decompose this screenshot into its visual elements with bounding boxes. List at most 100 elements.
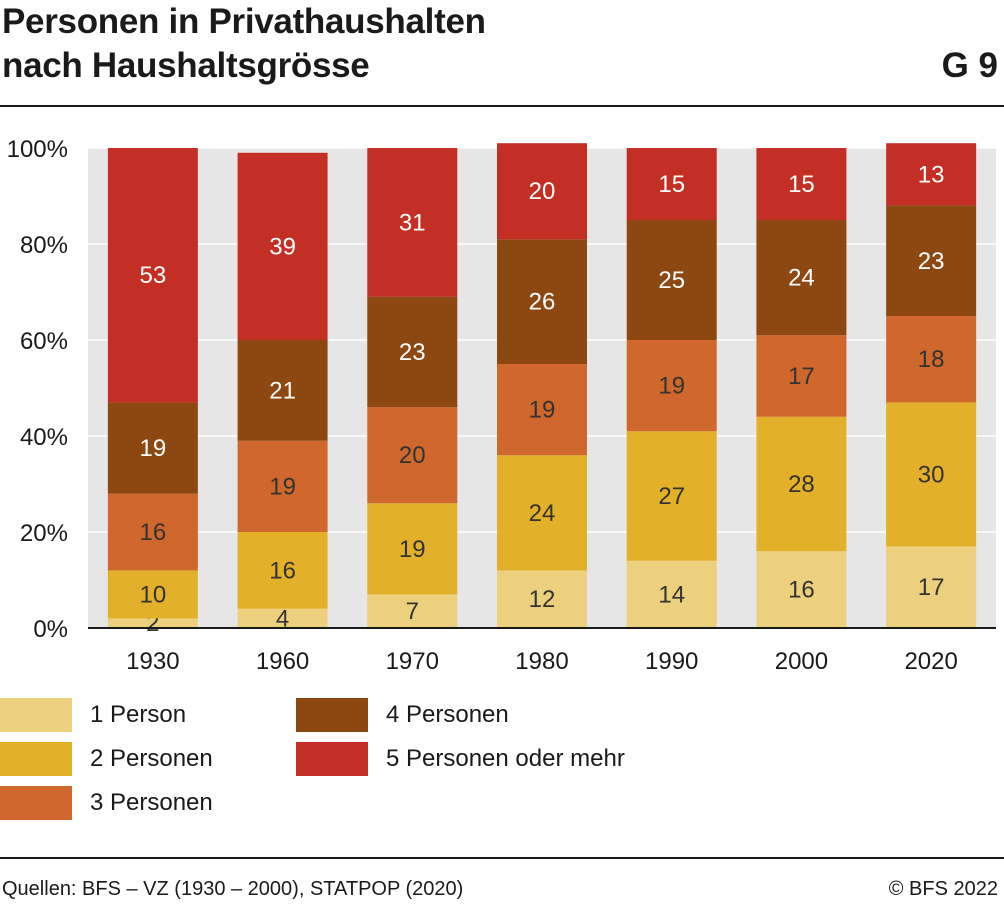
bar-segment bbox=[497, 364, 587, 456]
chart-title: Personen in Privathaushalten nach Hausha… bbox=[2, 0, 486, 88]
bar-segment bbox=[886, 402, 977, 547]
data-label: 14 bbox=[658, 581, 685, 608]
x-tick-label: 1930 bbox=[126, 648, 179, 675]
footer-divider bbox=[0, 857, 1004, 859]
bar-segment bbox=[367, 296, 458, 408]
y-tick-label: 40% bbox=[20, 424, 68, 451]
data-label: 20 bbox=[529, 178, 556, 205]
data-label: 26 bbox=[529, 289, 556, 316]
bar-segment bbox=[367, 503, 458, 595]
bar-segment bbox=[107, 402, 198, 494]
data-label: 10 bbox=[140, 581, 167, 608]
bar-segment bbox=[237, 152, 328, 340]
data-label: 12 bbox=[529, 586, 556, 613]
legend-swatch bbox=[296, 698, 368, 732]
chart-title-line-1: Personen in Privathaushalten bbox=[2, 2, 486, 41]
y-tick-label: 20% bbox=[20, 520, 68, 547]
data-label: 7 bbox=[406, 598, 419, 625]
bar-segment bbox=[626, 340, 717, 432]
legend-label: 4 Personen bbox=[386, 701, 509, 728]
bar-segment bbox=[107, 148, 198, 403]
header-divider bbox=[0, 105, 1004, 107]
data-label: 19 bbox=[658, 373, 685, 400]
legend-swatch bbox=[0, 742, 72, 776]
data-label: 13 bbox=[918, 161, 945, 188]
data-label: 16 bbox=[788, 577, 815, 604]
data-label: 23 bbox=[918, 248, 945, 275]
x-tick-label: 1980 bbox=[515, 648, 568, 675]
data-label: 24 bbox=[529, 500, 556, 527]
legend-label: 3 Personen bbox=[90, 789, 213, 816]
y-tick-label: 60% bbox=[20, 328, 68, 355]
bar-segment bbox=[756, 148, 847, 220]
data-label: 16 bbox=[140, 519, 167, 546]
data-label: 19 bbox=[269, 473, 296, 500]
y-tick-label: 100% bbox=[7, 136, 68, 163]
y-tick-label: 0% bbox=[33, 616, 68, 643]
data-label: 30 bbox=[918, 461, 945, 488]
bar-segment bbox=[497, 570, 587, 628]
bar-segment bbox=[756, 220, 847, 336]
bar-segment bbox=[497, 455, 587, 571]
copyright: © BFS 2022 bbox=[888, 878, 998, 900]
data-label: 17 bbox=[788, 363, 815, 390]
bar-segment bbox=[886, 316, 977, 403]
data-label: 31 bbox=[399, 209, 426, 236]
data-label: 15 bbox=[788, 171, 815, 198]
bar-segment bbox=[237, 340, 328, 441]
data-label: 18 bbox=[918, 346, 945, 373]
bar-segment bbox=[756, 551, 847, 628]
x-tick-label: 1990 bbox=[645, 648, 698, 675]
bar-segment bbox=[107, 570, 198, 619]
data-label: 23 bbox=[399, 339, 426, 366]
data-label: 53 bbox=[140, 262, 167, 289]
data-label: 25 bbox=[658, 267, 685, 294]
legend-swatch bbox=[296, 742, 368, 776]
data-label: 20 bbox=[399, 442, 426, 469]
bar-segment bbox=[886, 143, 977, 206]
data-label: 4 bbox=[276, 605, 289, 632]
bar-segment bbox=[367, 407, 458, 504]
legend-label: 5 Personen oder mehr bbox=[386, 745, 625, 772]
bar-segment bbox=[886, 205, 977, 316]
data-label: 28 bbox=[788, 471, 815, 498]
legend-swatch bbox=[0, 698, 72, 732]
data-label: 16 bbox=[269, 557, 296, 584]
x-tick-label: 2020 bbox=[904, 648, 957, 675]
bar-segment bbox=[626, 431, 717, 561]
bar-segment bbox=[367, 594, 458, 628]
bar-segment bbox=[626, 220, 717, 340]
legend-label: 2 Personen bbox=[90, 745, 213, 772]
legend-label: 1 Person bbox=[90, 701, 187, 728]
bar-segment bbox=[107, 618, 198, 628]
data-label: 19 bbox=[529, 397, 556, 424]
figure-code: G 9 bbox=[941, 46, 998, 85]
bar-segment bbox=[497, 239, 587, 364]
bar-segment bbox=[237, 608, 328, 628]
bar-segment bbox=[107, 493, 198, 571]
data-label: 19 bbox=[140, 435, 167, 462]
bar-segment bbox=[626, 148, 717, 220]
x-tick-label: 1970 bbox=[386, 648, 439, 675]
y-tick-label: 80% bbox=[20, 232, 68, 259]
data-label: 19 bbox=[399, 536, 426, 563]
x-tick-label: 2000 bbox=[775, 648, 828, 675]
x-tick-label: 1960 bbox=[256, 648, 309, 675]
data-label: 24 bbox=[788, 265, 815, 292]
bar-segment bbox=[237, 532, 328, 609]
bar-segment bbox=[886, 546, 977, 628]
bar-segment bbox=[756, 416, 847, 552]
source-note: Quellen: BFS – VZ (1930 – 2000), STATPOP… bbox=[2, 878, 464, 900]
bar-segment bbox=[626, 560, 717, 628]
bar-segment bbox=[367, 148, 458, 297]
data-label: 17 bbox=[918, 574, 945, 601]
data-label: 15 bbox=[658, 171, 685, 198]
bar-segment bbox=[497, 143, 587, 240]
legend-swatch bbox=[0, 786, 72, 820]
data-label: 27 bbox=[658, 483, 685, 510]
bar-segment bbox=[237, 440, 328, 532]
data-label: 39 bbox=[269, 233, 296, 260]
data-label: 21 bbox=[269, 377, 296, 404]
stacked-bar-chart: 0%20%40%60%80%100%2101619531930416192139… bbox=[7, 136, 996, 675]
bar-segment bbox=[756, 335, 847, 417]
